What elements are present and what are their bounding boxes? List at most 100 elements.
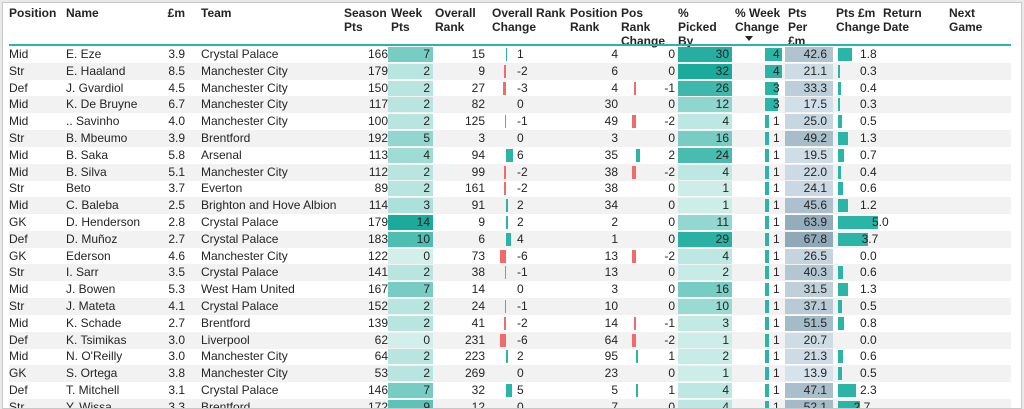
position-cell: Mid [9,46,59,63]
name-cell: S. Ortega [66,365,158,382]
week-change-cell-value: 1 [773,366,780,381]
col-header-name[interactable]: Name [66,6,99,20]
overall-rank-change-cell-value: 0 [517,366,524,381]
week-pts-cell-value: 7 [423,47,430,61]
col-header-return-date[interactable]: Return Date [883,6,922,34]
picked-by-cell: 4 [678,399,732,408]
col-header-overall-rank[interactable]: Overall Rank [435,6,476,34]
overall-rank-change-cell-value: -2 [517,164,528,179]
table-row[interactable]: Str I. Sarr 3.5 Crystal Palace 141 2 38 -1 13 0 2 1… [9,264,1011,282]
position-rank-cell: 30 [570,96,618,113]
position-rank-cell-value: 95 [604,349,618,364]
price-cell: 2.5 [159,197,185,214]
name-cell-value: Y. Wissa [66,399,112,409]
table-row[interactable]: Str B. Mbeumo 3.9 Brentford 192 5 3 0 3 0 16 1 49.2 1… [9,130,1011,147]
table-row[interactable]: GK D. Henderson 2.8 Crystal Palace 179 14 9 2 2 0… [9,214,1011,231]
position-cell-value: Mid [9,349,29,364]
picked-by-cell-value: 1 [722,198,729,213]
week-change-bar [765,216,770,229]
position-cell-value: Mid [9,97,29,112]
col-header-next-game[interactable]: Next Game [949,6,983,34]
season-pts-cell-value: 114 [368,198,388,213]
price-cell: 2.7 [159,315,185,332]
week-change-cell-value: 1 [773,265,780,280]
pts-per-m-cell: 31.5 [785,281,833,298]
table-row[interactable]: Str Y. Wissa 3.3 Brentford 172 9 12 0 7 0 4 1 52.1 2.… [9,398,1011,409]
col-header-season-pts[interactable]: Season Pts [344,6,387,34]
table-row[interactable]: Def K. Tsimikas 3.0 Liverpool 62 0 231 -6 64 -2 1 1… [9,331,1011,349]
week-change-cell: 1 [735,348,785,365]
week-change-cell: 1 [735,248,785,265]
table-row[interactable]: Mid B. Silva 5.1 Manchester City 112 2 99 -2 38 -… [9,163,1011,181]
position-rank-cell-value: 13 [604,248,618,263]
season-pts-cell: 179 [344,63,388,80]
col-header-position-rank[interactable]: Position Rank [570,6,618,34]
sort-descending-icon[interactable] [745,36,753,41]
overall-rank-change-cell-value: -1 [517,114,528,129]
pts-m-change-cell-value: 0.0 [860,332,877,347]
pos-rank-change-cell-value: 2 [668,147,675,162]
col-header-pts-m-change[interactable]: Pts £m Change [836,6,881,34]
table-row[interactable]: Def D. Muñoz 2.7 Crystal Palace 183 10 6 4 1 0 29 1… [9,230,1011,248]
picked-by-fill [678,315,732,331]
table-row[interactable]: Mid N. O'Reilly 3.0 Manchester City 64 2 223 2 9… [9,348,1011,365]
pts-m-change-cell: 1.2 [836,197,886,214]
table-row[interactable]: GK Ederson 4.6 Manchester City 122 0 73 -6 13 -2 4… [9,248,1011,265]
table-row[interactable]: Mid E. Eze 3.9 Crystal Palace 166 7 15 1 4 0 30 4 42… [9,46,1011,63]
col-header-pts-per-m[interactable]: Pts Per £m [788,6,808,48]
col-header-overall-rank-change[interactable]: Overall Rank Change [492,6,566,34]
table-row[interactable]: Mid B. Saka 5.8 Arsenal 113 4 94 6 35 2 24 1 19.5 0.7 [9,147,1011,164]
pts-per-m-fill [785,131,833,146]
table-row[interactable]: Str E. Haaland 8.5 Manchester City 179 2 9 -2 6 0… [9,62,1011,80]
season-pts-cell-value: 179 [367,63,388,78]
pts-per-m-fill [785,349,833,365]
pts-m-change-cell-value: 1.3 [860,282,877,297]
pts-m-change-cell-value: 0.3 [860,97,877,112]
name-cell: E. Haaland [66,63,158,80]
col-header-position[interactable]: Position [9,6,57,20]
table-row[interactable]: GK S. Ortega 3.8 Manchester City 53 2 269 0 23 0 1… [9,365,1011,383]
col-header-team[interactable]: Team [201,6,232,20]
pos-rank-change-cell: -2 [621,164,675,181]
col-header-week-change[interactable]: % Week Change [735,6,781,34]
table-row[interactable]: Mid J. Bowen 5.3 West Ham United 167 7 14 0 3 0 16… [9,281,1011,298]
week-change-bar [765,316,770,330]
price-cell-value: 2.7 [168,231,185,246]
overall-rank-cell: 12 [435,399,485,408]
position-cell-value: GK [9,366,27,381]
pts-per-m-fill [785,147,833,163]
name-cell-value: J. Bowen [66,282,116,297]
table-row[interactable]: Mid K. De Bruyne 6.7 Manchester City 117 2 82 0… [9,96,1011,114]
pos-rank-change-cell-value: -2 [664,332,675,347]
overall-rank-change-cell-value: -3 [517,80,528,95]
season-pts-cell-value: 166 [367,47,388,61]
table-row[interactable]: Mid .. Savinho 4.0 Manchester City 100 2 125 -1… [9,113,1011,130]
week-change-cell-value: 1 [773,164,780,179]
table-row[interactable]: Def J. Gvardiol 4.5 Manchester City 150 2 27 -3… [9,80,1011,97]
overall-rank-cell: 91 [435,197,485,214]
season-pts-cell-value: 100 [367,114,388,129]
position-cell: GK [9,214,59,231]
week-pts-fill [388,63,433,79]
table-row[interactable]: Def T. Mitchell 3.1 Crystal Palace 146 7 32 5 5 1… [9,382,1011,399]
col-header-week-pts[interactable]: Week Pts [391,6,423,34]
picked-by-cell: 4 [678,164,732,181]
pts-m-change-cell: 0.8 [836,315,886,332]
week-pts-cell: 2 [388,365,433,382]
position-rank-cell-value: 5 [611,383,618,397]
table-row[interactable]: Str Beto 3.7 Everton 89 2 161 -2 38 0 1 1 24.1 0.6 [9,180,1011,197]
pos-rank-change-cell: -1 [621,80,675,97]
overall-rank-change-cell: 0 [492,281,547,298]
overall-rank-change-cell: 1 [492,46,547,63]
pts-per-m-fill [785,114,833,130]
picked-by-fill [678,198,732,214]
picked-by-fill [678,349,732,365]
pos-rank-change-cell: 0 [621,197,675,214]
table-row[interactable]: Mid K. Schade 2.7 Brentford 139 2 41 -2 14 -1 3 1 51… [9,315,1011,332]
table-row[interactable]: Str J. Mateta 4.1 Crystal Palace 152 2 24 -1 10 0… [9,298,1011,315]
col-header-price[interactable]: £m [167,6,185,20]
col-header-pos-rank-change[interactable]: Pos Rank Change [621,6,666,48]
col-header-picked-by[interactable]: % Picked By [678,6,717,48]
table-row[interactable]: Mid C. Baleba 2.5 Brighton and Hove Albion 1… [9,197,1011,215]
week-change-cell: 1 [735,164,785,181]
